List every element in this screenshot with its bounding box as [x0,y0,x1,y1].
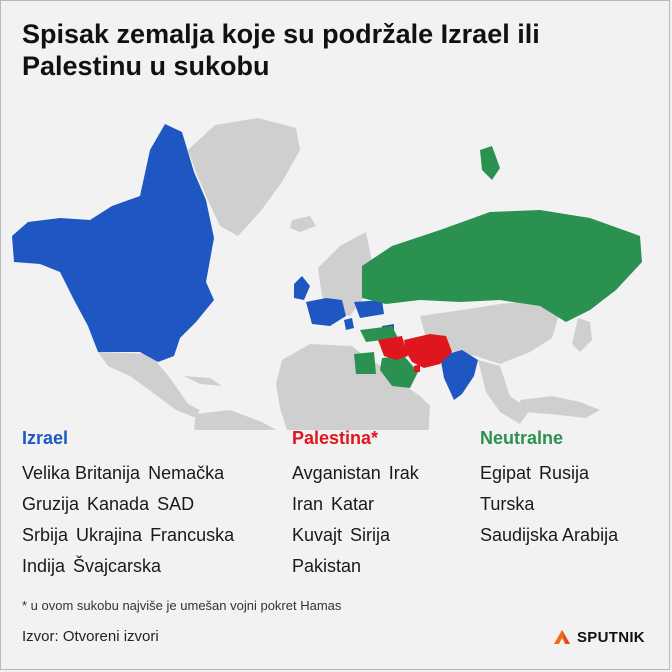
country-label: Sirija [350,525,391,545]
country-label: Srbija [22,525,69,545]
legend-row: Indija Švajcarska [22,551,234,582]
country-label: Francuska [150,525,235,545]
legend-row: Avganistan Irak [292,458,419,489]
country-label: Velika Britanija [22,463,141,483]
legend-row: Srbija Ukrajina Francuska [22,520,234,551]
legend-row: Iran Katar [292,489,419,520]
country-egypt [354,352,376,374]
legend-column-israel: Izrael Velika Britanija Nemačka Gruzija Ka… [22,428,234,582]
source-note: Izvor: Otvoreni izvori [22,628,159,645]
land-japan [572,318,592,352]
land-se-asia [478,360,530,424]
legend-row: Turska [480,489,618,520]
map-palestine-supporters [378,334,452,372]
country-label: Katar [331,494,375,514]
country-france-germany-switzerland [306,298,346,326]
country-label: SAD [157,494,195,514]
legend-heading-neutral: Neutralne [480,428,564,448]
country-russia [362,210,642,322]
country-label: Saudijska Arabija [480,525,619,545]
land-caribbean [184,376,222,386]
legend-row: Saudijska Arabija [480,520,618,551]
country-label: Pakistan [292,556,362,576]
land-indonesia [520,396,600,418]
legend-row: Egipat Rusija [480,458,618,489]
country-ukraine [354,300,384,318]
country-label: Egipat [480,463,532,483]
map-israel-supporters [12,124,478,400]
country-label: Turska [480,494,535,514]
country-label: Avganistan [292,463,381,483]
country-turkey [360,326,398,342]
legend-heading-palestine: Palestina* [292,428,379,448]
country-label: Indija [22,556,66,576]
country-russia-islands [480,146,500,180]
country-label: Gruzija [22,494,80,514]
country-uk [294,276,310,300]
country-label: Iran [292,494,324,514]
land-south-america [194,410,277,430]
country-label: Irak [388,463,419,483]
country-label: Nemačka [148,463,225,483]
country-label: Švajcarska [73,556,162,576]
sputnik-logo-icon [554,630,570,644]
country-label: Ukrajina [76,525,143,545]
land-asia [420,300,560,364]
page-title: Spisak zemalja koje su podržale Izrael i… [22,19,540,81]
brand-logo[interactable]: SPUTNIK [552,626,645,648]
country-label: Kuvajt [292,525,343,545]
legend-column-neutral: Neutralne Egipat Rusija Turska Saudijska … [480,428,618,551]
land-africa [276,344,430,430]
land-europe [318,232,372,316]
legend-column-palestine: Palestina* Avganistan Irak Iran Katar Kuva… [292,428,419,582]
land-greenland [188,118,300,236]
land-central-america [98,352,200,418]
country-syria-iraq-kuwait [378,336,408,360]
brand-name: SPUTNIK [577,628,645,646]
land-iceland [290,216,316,232]
legend-row: Pakistan [292,551,419,582]
world-map [12,118,642,430]
footnote: * u ovom sukobu najviše je umešan vojni … [22,598,342,613]
legend-row: Velika Britanija Nemačka [22,458,234,489]
country-qatar [414,364,420,372]
country-iran-afghanistan-pakistan [404,334,452,368]
country-serbia [344,318,354,330]
legend-row: Kuvajt Sirija [292,520,419,551]
country-label: Rusija [539,463,590,483]
country-label: Kanada [87,494,150,514]
country-canada-usa [12,124,214,362]
country-saudi-arabia [380,356,418,388]
legend-row: Gruzija Kanada SAD [22,489,234,520]
map-neutral-countries [354,146,642,388]
map-land-neutral-gray [98,118,600,430]
legend-heading-israel: Izrael [22,428,69,448]
country-india [440,350,478,400]
